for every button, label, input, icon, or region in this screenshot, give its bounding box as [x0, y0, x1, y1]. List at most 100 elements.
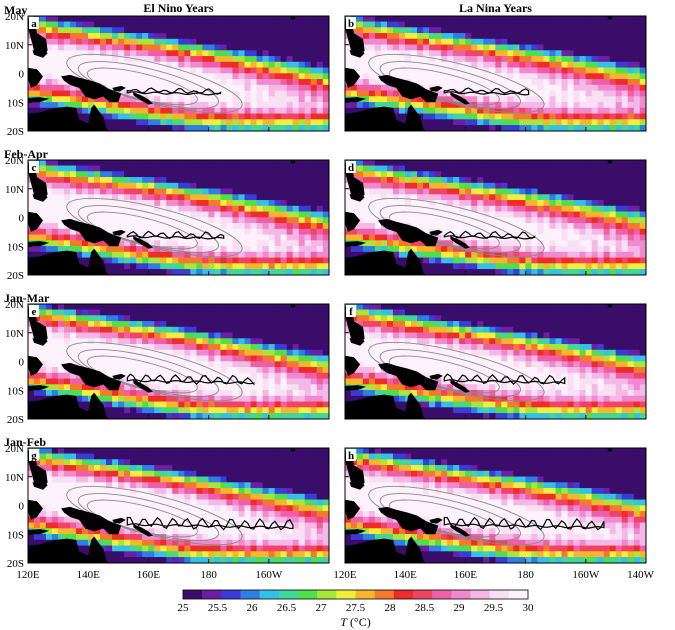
sst-cell	[286, 200, 294, 207]
sst-cell	[615, 165, 623, 172]
sst-cell	[220, 309, 227, 316]
sst-cell	[268, 344, 276, 351]
sst-cell	[459, 200, 466, 207]
sst-field	[28, 304, 329, 419]
sst-cell	[190, 119, 197, 126]
temperature-contours	[368, 197, 545, 258]
sst-cell	[136, 315, 143, 322]
sst-cell	[112, 33, 119, 40]
sst-cell	[495, 119, 502, 126]
sst-cell	[615, 125, 623, 131]
sst-cell	[477, 44, 484, 51]
sst-cell	[136, 84, 143, 91]
sst-cell	[106, 182, 113, 189]
sst-cell	[453, 90, 460, 97]
sst-cell	[81, 182, 89, 189]
sst-cell	[232, 332, 239, 339]
sst-cell	[362, 188, 370, 195]
sst-cell	[501, 182, 508, 189]
sst-cell	[304, 240, 312, 247]
sst-cell	[274, 372, 282, 379]
sst-cell	[292, 315, 300, 322]
sst-cell	[57, 67, 65, 74]
sst-cell	[567, 217, 574, 224]
sst-cell	[274, 107, 282, 114]
sst-cell	[591, 61, 599, 68]
sst-cell	[429, 79, 436, 86]
sst-cell	[531, 251, 538, 258]
sst-cell	[160, 200, 167, 207]
sst-cell	[362, 200, 370, 207]
sst-cell	[202, 165, 209, 172]
sst-cell	[148, 113, 155, 120]
sst-cell	[304, 177, 312, 184]
sst-cell	[190, 38, 197, 45]
sst-cell	[543, 119, 550, 126]
sst-cell	[356, 27, 364, 34]
sst-cell	[238, 44, 245, 51]
sst-cell	[154, 344, 161, 351]
land-new-britain	[112, 85, 126, 92]
sst-cell	[268, 395, 276, 402]
sst-cell	[250, 344, 257, 351]
sst-cell	[322, 234, 329, 241]
sst-cell	[573, 44, 580, 51]
sst-cell	[69, 315, 77, 322]
sst-cell	[100, 395, 107, 402]
sst-cell	[208, 21, 215, 28]
sst-cell	[555, 263, 562, 270]
sst-cell	[286, 326, 294, 333]
sst-cell	[286, 182, 294, 189]
sst-cell	[274, 378, 282, 385]
sst-cell	[615, 182, 623, 189]
sst-cell	[525, 211, 532, 218]
sst-cell	[519, 61, 526, 68]
sst-cell	[100, 384, 107, 391]
sst-cell	[28, 378, 35, 385]
sst-cell	[292, 246, 300, 253]
sst-cell	[94, 349, 101, 356]
sst-cell	[507, 194, 514, 201]
sst-cell	[124, 395, 131, 402]
sst-cell	[411, 33, 418, 40]
sst-cell	[477, 171, 484, 178]
sst-cell	[100, 73, 107, 80]
sst-cell	[561, 234, 568, 241]
sst-cell	[39, 165, 47, 172]
sst-cell	[160, 73, 167, 80]
sst-cell	[386, 240, 394, 247]
sst-cell	[45, 223, 53, 230]
sst-cell	[166, 16, 173, 22]
sst-cell	[495, 240, 502, 247]
sst-cell	[136, 205, 143, 212]
sst-cell	[106, 177, 113, 184]
sst-cell	[274, 21, 282, 28]
sst-cell	[392, 44, 400, 51]
sst-cell	[322, 90, 329, 97]
sst-cell	[226, 263, 233, 270]
sst-cell	[531, 119, 538, 126]
sst-cell	[543, 79, 550, 86]
sst-cell	[304, 315, 312, 322]
sst-cell	[202, 171, 209, 178]
sst-cell	[118, 349, 125, 356]
sst-cell	[621, 113, 629, 120]
sst-cell	[411, 211, 418, 218]
sst-cell	[214, 332, 221, 339]
sst-cell	[244, 309, 251, 316]
sst-cell	[639, 240, 646, 247]
sst-cell	[202, 315, 209, 322]
sst-cell	[507, 21, 514, 28]
sst-cell	[513, 107, 520, 114]
land-mindanao	[32, 47, 48, 58]
sst-cell	[118, 165, 125, 172]
sst-cell	[477, 240, 484, 247]
sst-cell	[75, 257, 83, 264]
sst-cell	[453, 113, 460, 120]
sst-cell	[585, 27, 593, 34]
sst-cell	[292, 321, 300, 328]
sst-cell	[435, 171, 442, 178]
sst-cell	[292, 84, 300, 91]
sst-cell	[63, 50, 71, 57]
sst-cell	[543, 67, 550, 74]
